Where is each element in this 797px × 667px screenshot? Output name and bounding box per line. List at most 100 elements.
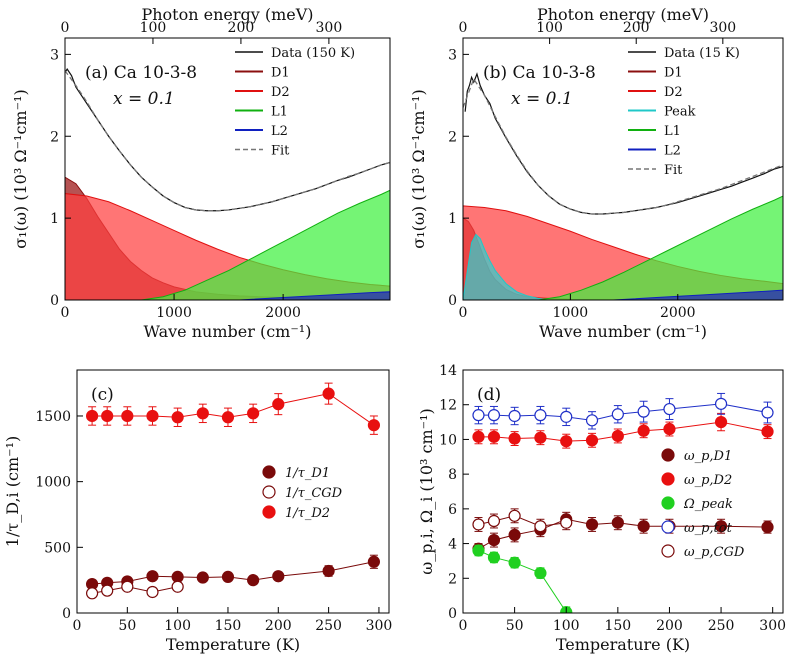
x-axis-label: Wave number (cm⁻¹) <box>539 322 707 341</box>
legend-label: Data (150 K) <box>271 46 355 61</box>
legend-marker <box>661 448 675 462</box>
data-point <box>714 397 728 410</box>
y-axis-label: σ₁(ω) (10³ Ω⁻¹cm⁻¹) <box>409 89 428 248</box>
plot-area-c <box>85 382 381 600</box>
y-tick-label: 12 <box>439 398 457 414</box>
plot-area-d <box>472 392 774 613</box>
y-tick-label: 0 <box>448 293 457 309</box>
legend-label: ω_p,CGD <box>684 545 745 560</box>
plot-area-b <box>463 72 783 300</box>
legend-label: 1/τ_CGD <box>285 486 343 501</box>
y-tick-label: 2 <box>448 129 457 145</box>
data-point <box>487 409 501 422</box>
x-tick-label: 200 <box>656 618 683 634</box>
area-b-l1 <box>538 195 783 300</box>
data-point <box>272 570 285 583</box>
data-point <box>508 432 521 445</box>
x-tick-label: 1000 <box>156 305 192 321</box>
legend-marker <box>661 520 675 534</box>
data-point <box>761 520 774 534</box>
x-axis-label: Temperature (K) <box>556 635 690 654</box>
data-point <box>714 415 728 429</box>
data-point <box>85 587 99 600</box>
y-tick-label: 6 <box>448 502 457 518</box>
data-point <box>101 409 114 423</box>
axes-frame <box>462 37 784 301</box>
data-point <box>534 409 547 422</box>
axes-frame <box>462 369 784 614</box>
data-point <box>196 407 209 420</box>
data-point <box>196 571 209 584</box>
axes-frame <box>64 37 391 301</box>
top-tick-label: 100 <box>536 20 563 36</box>
y-tick-label: 1500 <box>35 409 71 425</box>
data-point <box>611 429 624 443</box>
y-tick-label: 8 <box>448 467 457 483</box>
legend-label: Data (15 K) <box>664 46 740 61</box>
legend-label: D1 <box>664 66 683 81</box>
data-point <box>534 566 547 580</box>
plot-area-a <box>65 68 390 300</box>
legend-label: 1/τ_D1 <box>285 466 330 481</box>
data-point <box>637 424 650 437</box>
data-point <box>487 430 501 443</box>
top-tick-label: 0 <box>61 20 70 36</box>
y-tick-label: 500 <box>44 540 71 556</box>
data-point <box>247 574 260 587</box>
data-point <box>508 409 521 423</box>
legend-marker <box>262 505 276 519</box>
panel-d: ω_p,D1 ω_p,D2 Ω_peak ω_p,tot ω_p,CGD (d) 0 50 10… <box>417 363 786 654</box>
y-tick-label: 1 <box>448 211 457 227</box>
x-tick-label: 0 <box>61 305 70 321</box>
data-point <box>322 387 335 400</box>
x-axis-label: Temperature (K) <box>166 635 300 654</box>
data-point <box>714 520 728 533</box>
data-point <box>221 411 235 424</box>
data-point <box>472 544 485 557</box>
data-point <box>322 564 335 578</box>
x-tick-label: 2000 <box>660 305 696 321</box>
data-point <box>534 520 547 533</box>
x-tick-label: 200 <box>265 618 292 634</box>
x-tick-label: 0 <box>459 618 468 634</box>
y-tick-label: 10 <box>439 432 457 448</box>
x-tick-label: 50 <box>506 618 524 634</box>
legend-label: ω_p,tot <box>684 521 733 536</box>
panel-subtitle: x = 0.1 <box>511 89 573 109</box>
data-point <box>367 419 381 432</box>
data-point <box>560 516 573 529</box>
y-tick-label: 3 <box>448 47 457 63</box>
x-tick-label: 100 <box>553 618 580 634</box>
data-point <box>85 409 99 423</box>
legend-label: L2 <box>271 124 288 139</box>
x-tick-label: 150 <box>215 618 242 634</box>
data-point <box>472 430 485 443</box>
line-b-fit <box>463 77 783 215</box>
data-point <box>146 409 159 423</box>
panel-c: 1/τ_D1 1/τ_CGD 1/τ_D2 (c) 0 50 100 150 200 250 300… <box>3 369 392 654</box>
top-tick-label: 200 <box>623 20 650 36</box>
panel-subtitle: x = 0.1 <box>113 89 175 109</box>
data-point <box>508 528 521 541</box>
top-axis-label: Photon energy (meV) <box>141 5 313 24</box>
data-point <box>221 570 235 583</box>
y-tick-label: 0 <box>448 606 457 622</box>
x-axis-label: Wave number (cm⁻¹) <box>144 322 312 341</box>
line-a-fit <box>65 70 390 212</box>
data-point <box>146 585 159 599</box>
legend-label: D2 <box>271 85 290 100</box>
data-point <box>560 410 573 423</box>
data-point <box>534 431 547 444</box>
y-tick-label: 2 <box>50 129 59 145</box>
data-point <box>585 414 599 427</box>
x-tick-label: 100 <box>164 618 191 634</box>
data-point <box>663 402 676 416</box>
data-point <box>487 533 501 547</box>
data-point <box>171 580 184 593</box>
legend-marker <box>262 465 276 479</box>
data-point <box>761 425 774 438</box>
data-point <box>560 435 573 448</box>
